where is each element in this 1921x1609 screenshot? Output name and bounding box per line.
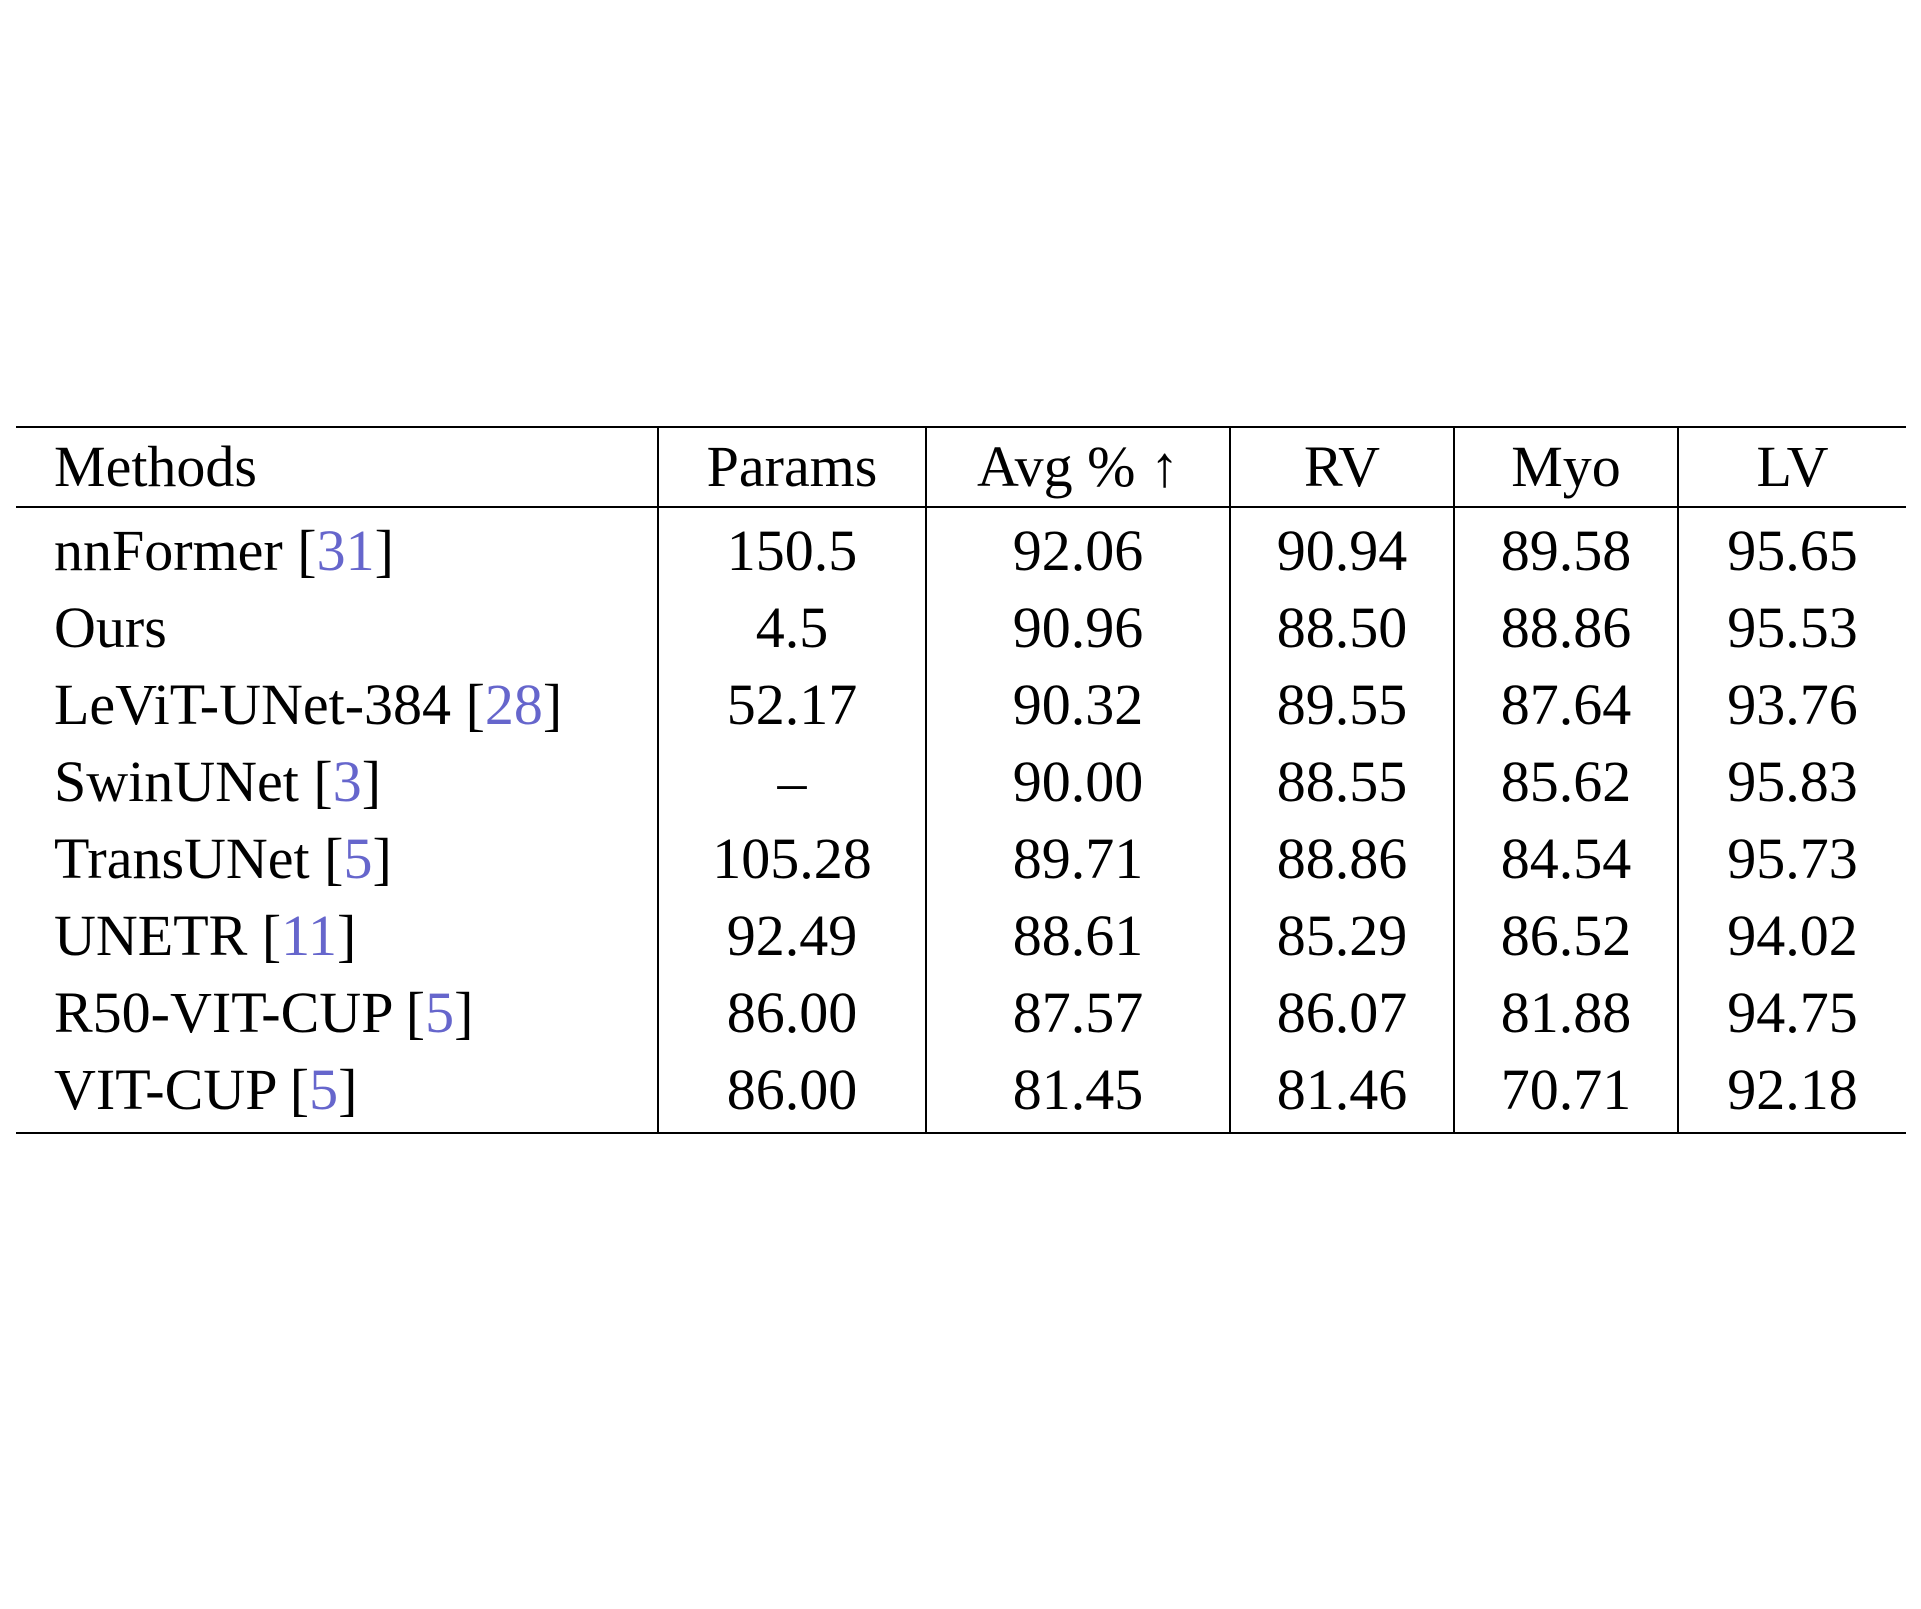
avg-cell: 81.45 bbox=[925, 1051, 1230, 1133]
header-lv: LV bbox=[1677, 427, 1906, 507]
lv-cell: 95.53 bbox=[1677, 589, 1906, 666]
method-cell: nnFormer [31] bbox=[16, 507, 658, 589]
lv-cell: 94.02 bbox=[1677, 897, 1906, 974]
method-name: VIT-CUP bbox=[54, 1056, 276, 1122]
rv-cell: 88.86 bbox=[1229, 820, 1454, 897]
params-cell: 4.5 bbox=[657, 589, 926, 666]
citation-link[interactable]: 5 bbox=[425, 979, 455, 1045]
table-row: R50-VIT-CUP [5] 86.00 87.57 86.07 81.88 … bbox=[16, 974, 1906, 1051]
table-body: nnFormer [31] 150.5 92.06 90.94 89.58 95… bbox=[16, 507, 1906, 1133]
myo-cell: 89.58 bbox=[1453, 507, 1678, 589]
method-name: TransUNet bbox=[54, 825, 310, 891]
myo-cell: 87.64 bbox=[1453, 666, 1678, 743]
citation-link[interactable]: 28 bbox=[484, 671, 543, 737]
header-rv: RV bbox=[1229, 427, 1454, 507]
avg-cell: 92.06 bbox=[925, 507, 1230, 589]
citation-link[interactable]: 11 bbox=[281, 902, 338, 968]
citation: [5] bbox=[391, 979, 474, 1045]
myo-cell: 86.52 bbox=[1453, 897, 1678, 974]
avg-cell: 87.57 bbox=[925, 974, 1230, 1051]
table-row: nnFormer [31] 150.5 92.06 90.94 89.58 95… bbox=[16, 507, 1906, 589]
method-name: LeViT-UNet-384 bbox=[54, 671, 452, 737]
lv-cell: 93.76 bbox=[1677, 666, 1906, 743]
myo-cell: 70.71 bbox=[1453, 1051, 1678, 1133]
rv-cell: 89.55 bbox=[1229, 666, 1454, 743]
params-cell: 52.17 bbox=[657, 666, 926, 743]
params-cell: 86.00 bbox=[657, 1051, 926, 1133]
citation: [5] bbox=[275, 1056, 358, 1122]
table-row: UNETR [11] 92.49 88.61 85.29 86.52 94.02 bbox=[16, 897, 1906, 974]
citation: [28] bbox=[451, 671, 563, 737]
rv-cell: 88.50 bbox=[1229, 589, 1454, 666]
method-cell: TransUNet [5] bbox=[16, 820, 658, 897]
header-params: Params bbox=[657, 427, 926, 507]
citation-link[interactable]: 5 bbox=[343, 825, 373, 891]
rv-cell: 90.94 bbox=[1229, 507, 1454, 589]
table-row: TransUNet [5] 105.28 89.71 88.86 84.54 9… bbox=[16, 820, 1906, 897]
params-cell: 86.00 bbox=[657, 974, 926, 1051]
table-header: Methods Params Avg % ↑ RV Myo LV bbox=[16, 427, 1906, 507]
header-methods: Methods bbox=[54, 434, 257, 499]
rv-cell: 88.55 bbox=[1229, 743, 1454, 820]
avg-cell: 88.61 bbox=[925, 897, 1230, 974]
method-cell: R50-VIT-CUP [5] bbox=[16, 974, 658, 1051]
method-cell: SwinUNet [3] bbox=[16, 743, 658, 820]
avg-cell: 90.32 bbox=[925, 666, 1230, 743]
avg-cell: 90.00 bbox=[925, 743, 1230, 820]
citation: [5] bbox=[309, 825, 392, 891]
avg-cell: 90.96 bbox=[925, 589, 1230, 666]
rv-cell: 85.29 bbox=[1229, 897, 1454, 974]
table-row: SwinUNet [3] – 90.00 88.55 85.62 95.83 bbox=[16, 743, 1906, 820]
citation-link[interactable]: 31 bbox=[316, 517, 375, 583]
citation: [11] bbox=[247, 902, 357, 968]
method-cell: UNETR [11] bbox=[16, 897, 658, 974]
citation: [31] bbox=[282, 517, 394, 583]
lv-cell: 95.83 bbox=[1677, 743, 1906, 820]
params-cell: 92.49 bbox=[657, 897, 926, 974]
lv-cell: 94.75 bbox=[1677, 974, 1906, 1051]
myo-cell: 84.54 bbox=[1453, 820, 1678, 897]
citation: [3] bbox=[298, 748, 382, 814]
header-myo: Myo bbox=[1453, 427, 1678, 507]
citation-link[interactable]: 3 bbox=[332, 748, 362, 814]
method-name: nnFormer bbox=[54, 517, 283, 583]
method-name: Ours bbox=[54, 594, 167, 660]
method-name: SwinUNet bbox=[54, 748, 299, 814]
method-name: UNETR bbox=[54, 902, 248, 968]
lv-cell: 95.73 bbox=[1677, 820, 1906, 897]
params-cell: 105.28 bbox=[657, 820, 926, 897]
table-row: VIT-CUP [5] 86.00 81.45 81.46 70.71 92.1… bbox=[16, 1051, 1906, 1133]
method-cell: VIT-CUP [5] bbox=[16, 1051, 658, 1133]
rv-cell: 81.46 bbox=[1229, 1051, 1454, 1133]
method-cell: LeViT-UNet-384 [28] bbox=[16, 666, 658, 743]
results-table: Methods Params Avg % ↑ RV Myo LV nnForme… bbox=[16, 426, 1906, 1134]
header-avg: Avg % ↑ bbox=[925, 427, 1230, 507]
method-cell: Ours bbox=[16, 589, 658, 666]
myo-cell: 88.86 bbox=[1453, 589, 1678, 666]
avg-cell: 89.71 bbox=[925, 820, 1230, 897]
params-cell: 150.5 bbox=[657, 507, 926, 589]
params-cell: – bbox=[657, 743, 926, 820]
myo-cell: 85.62 bbox=[1453, 743, 1678, 820]
rv-cell: 86.07 bbox=[1229, 974, 1454, 1051]
myo-cell: 81.88 bbox=[1453, 974, 1678, 1051]
header-row: Methods Params Avg % ↑ RV Myo LV bbox=[16, 427, 1906, 507]
lv-cell: 95.65 bbox=[1677, 507, 1906, 589]
table-row: Ours 4.5 90.96 88.50 88.86 95.53 bbox=[16, 589, 1906, 666]
method-name: R50-VIT-CUP bbox=[54, 979, 392, 1045]
citation-link[interactable]: 5 bbox=[309, 1056, 339, 1122]
table-row: LeViT-UNet-384 [28] 52.17 90.32 89.55 87… bbox=[16, 666, 1906, 743]
lv-cell: 92.18 bbox=[1677, 1051, 1906, 1133]
